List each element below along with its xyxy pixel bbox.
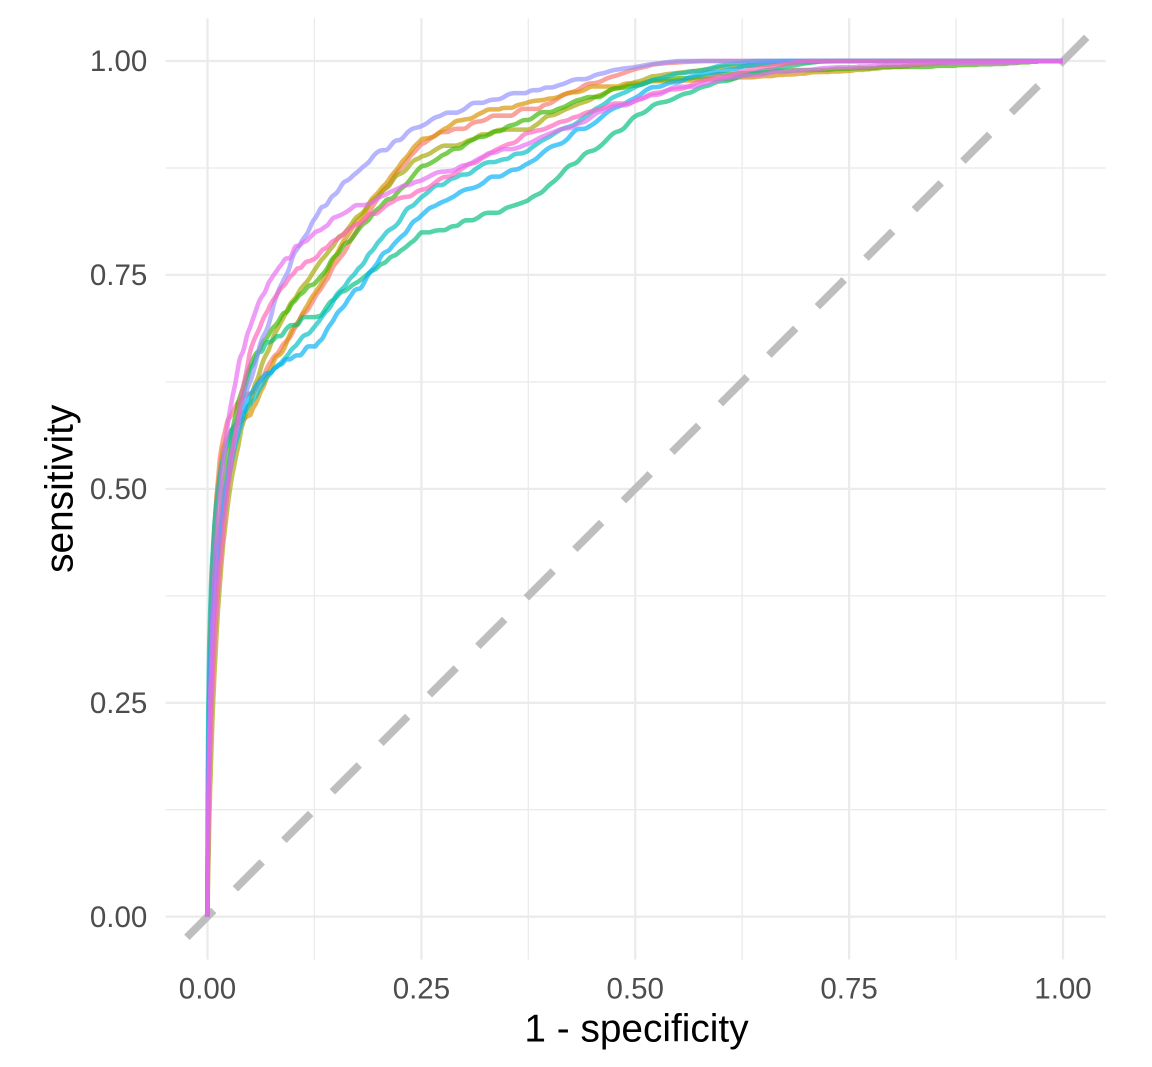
- svg-text:0.50: 0.50: [90, 473, 147, 506]
- svg-text:0.75: 0.75: [90, 259, 147, 292]
- svg-text:sensitivity: sensitivity: [39, 404, 82, 573]
- svg-text:0.00: 0.00: [90, 901, 147, 934]
- svg-text:0.25: 0.25: [393, 972, 450, 1005]
- svg-text:0.50: 0.50: [606, 972, 663, 1005]
- svg-text:1.00: 1.00: [90, 45, 147, 78]
- svg-text:1.00: 1.00: [1034, 972, 1091, 1005]
- svg-text:0.75: 0.75: [820, 972, 877, 1005]
- svg-text:0.25: 0.25: [90, 687, 147, 720]
- svg-text:1 - specificity: 1 - specificity: [524, 1007, 749, 1050]
- svg-text:0.00: 0.00: [179, 972, 236, 1005]
